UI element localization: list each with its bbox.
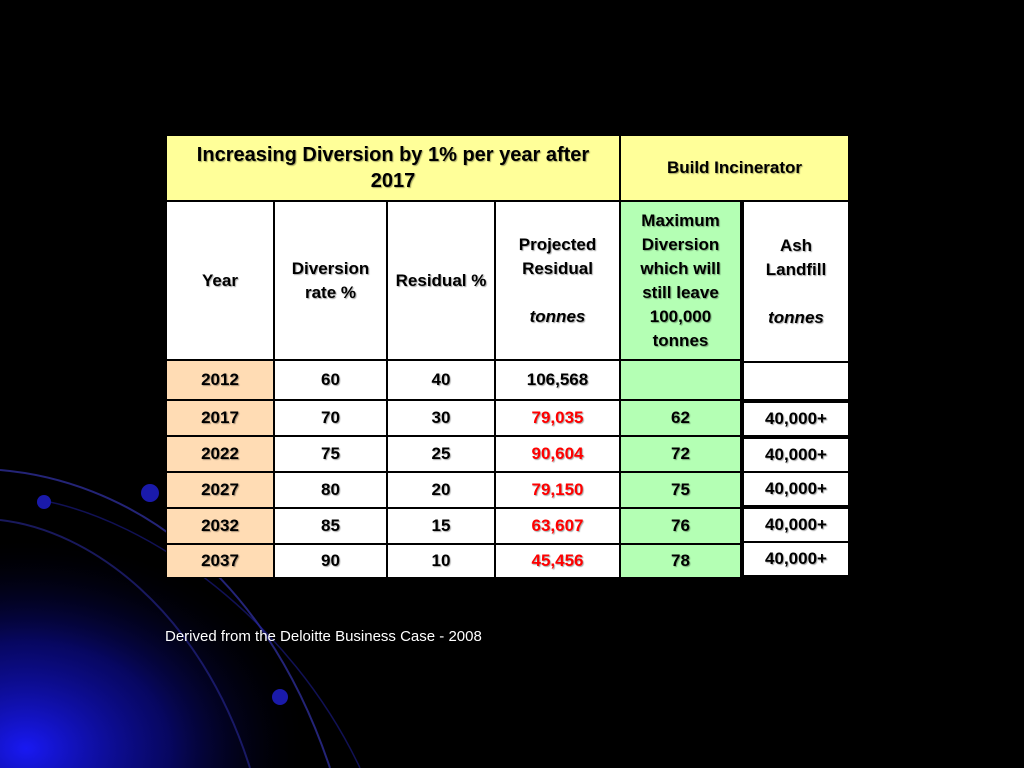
col-header-diversion: Diversion rate % [274,201,387,360]
col-header-residual: Residual % [387,201,495,360]
residual-cell: 10 [387,544,495,578]
residual-cell: 40 [387,360,495,400]
diversion-cell: 75 [274,436,387,472]
residual-cell: 25 [387,436,495,472]
diversion-cell: 90 [274,544,387,578]
year-cell: 2012 [166,360,274,400]
ash-unit: tonnes [768,307,824,327]
year-cell: 2022 [166,436,274,472]
max-diversion-cell: 76 [620,508,741,544]
projected-cell: 90,604 [495,436,620,472]
diversion-cell: 70 [274,400,387,436]
residual-cell: 30 [387,400,495,436]
projected-cell: 45,456 [495,544,620,578]
max-diversion-cell: 72 [620,436,741,472]
projected-cell: 63,607 [495,508,620,544]
year-cell: 2027 [166,472,274,508]
ash-cell: 40,000+ [743,508,849,542]
year-cell: 2037 [166,544,274,578]
max-diversion-cell [620,360,741,400]
col-header-year: Year [166,201,274,360]
source-note: Derived from the Deloitte Business Case … [165,628,482,645]
year-cell: 2017 [166,400,274,436]
residual-cell: 15 [387,508,495,544]
max-diversion-cell: 75 [620,472,741,508]
ash-cell: 40,000+ [743,402,849,436]
max-diversion-cell: 78 [620,544,741,578]
max-diversion-cell: 62 [620,400,741,436]
right-header: Build Incinerator [620,135,849,201]
diversion-cell: 60 [274,360,387,400]
diversion-cell: 85 [274,508,387,544]
projected-cell: 79,035 [495,400,620,436]
col-header-projected: Projected Residual tonnes [495,201,620,360]
residual-cell: 20 [387,472,495,508]
ash-cell: 40,000+ [743,472,849,506]
diversion-cell: 80 [274,472,387,508]
ash-cell: 40,000+ [743,542,849,576]
col-header-ash: Ash Landfill tonnes [743,201,849,362]
year-cell: 2032 [166,508,274,544]
left-header: Increasing Diversion by 1% per year afte… [166,135,620,201]
projected-cell: 106,568 [495,360,620,400]
ash-cell [743,362,849,400]
projected-cell: 79,150 [495,472,620,508]
projected-unit: tonnes [529,306,586,326]
col-header-max-diversion: Maximum Diversion which will still leave… [620,201,741,360]
ash-cell: 40,000+ [743,438,849,472]
